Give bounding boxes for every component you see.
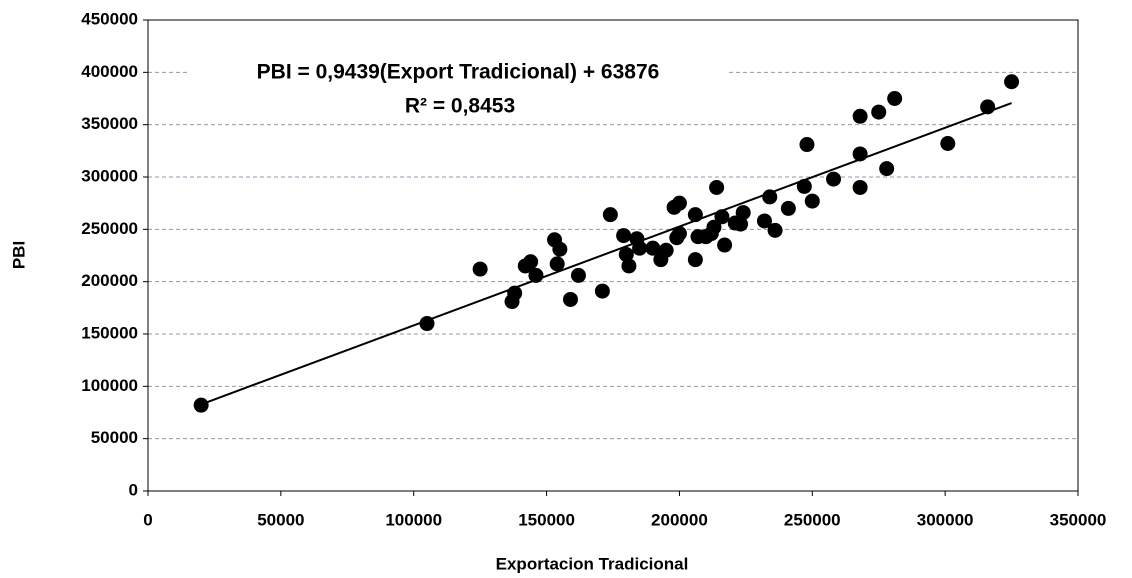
- point: [940, 136, 956, 152]
- point: [523, 254, 539, 270]
- point: [852, 108, 868, 124]
- annotation-bg: [188, 58, 728, 88]
- point: [570, 267, 586, 283]
- point: [528, 267, 544, 283]
- point: [706, 219, 722, 235]
- y-tick-label: 400000: [81, 62, 138, 81]
- point: [879, 161, 895, 177]
- y-tick-label: 300000: [81, 166, 138, 185]
- point: [472, 261, 488, 277]
- point: [735, 205, 751, 221]
- point: [616, 228, 632, 244]
- x-tick-label: 100000: [385, 510, 442, 529]
- point: [887, 91, 903, 106]
- point: [193, 397, 209, 413]
- x-tick-label: 350000: [1050, 510, 1107, 529]
- point: [562, 291, 578, 307]
- x-axis-label: Exportacion Tradicional: [496, 554, 689, 573]
- point: [687, 207, 703, 223]
- x-tick-label: 150000: [518, 510, 575, 529]
- point: [671, 226, 687, 242]
- point: [645, 240, 661, 256]
- point: [419, 316, 435, 332]
- y-tick-label: 50000: [91, 428, 138, 447]
- point: [799, 137, 815, 153]
- point: [602, 207, 618, 223]
- x-tick-label: 50000: [257, 510, 304, 529]
- x-tick-label: 250000: [784, 510, 841, 529]
- y-tick-label: 0: [129, 480, 138, 499]
- y-axis-label: PBI: [9, 241, 28, 269]
- point: [632, 240, 648, 256]
- point: [549, 256, 565, 272]
- point: [980, 99, 996, 115]
- point: [804, 193, 820, 209]
- y-tick-label: 150000: [81, 323, 138, 342]
- point: [621, 258, 637, 274]
- annotation: PBI = 0,9439(Export Tradicional) + 63876: [257, 61, 660, 84]
- annotation-bg: [378, 92, 538, 122]
- x-tick-label: 300000: [917, 510, 974, 529]
- x-tick-label: 200000: [651, 510, 708, 529]
- point: [852, 179, 868, 195]
- y-tick-label: 350000: [81, 114, 138, 133]
- x-tick-label: 0: [143, 510, 152, 529]
- point: [671, 195, 687, 211]
- point: [733, 216, 749, 232]
- trendline: [200, 102, 1012, 406]
- plot-frame: [147, 19, 1079, 492]
- point: [756, 213, 772, 229]
- point: [658, 242, 674, 258]
- point: [826, 171, 842, 187]
- point: [507, 285, 523, 301]
- point: [762, 189, 778, 205]
- y-tick-label: 450000: [81, 9, 138, 28]
- y-tick-label: 200000: [81, 271, 138, 290]
- point: [780, 200, 796, 216]
- point: [871, 104, 887, 120]
- point: [552, 241, 568, 257]
- point: [687, 252, 703, 268]
- point: [1004, 74, 1020, 90]
- point: [594, 283, 610, 299]
- y-tick-label: 250000: [81, 219, 138, 238]
- point: [714, 209, 730, 225]
- point: [709, 179, 725, 195]
- point: [852, 146, 868, 162]
- annotation: R² = 0,8453: [405, 95, 515, 118]
- y-tick-label: 100000: [81, 376, 138, 395]
- point: [717, 237, 733, 253]
- point: [796, 178, 812, 194]
- point: [767, 222, 783, 238]
- point: [618, 246, 634, 262]
